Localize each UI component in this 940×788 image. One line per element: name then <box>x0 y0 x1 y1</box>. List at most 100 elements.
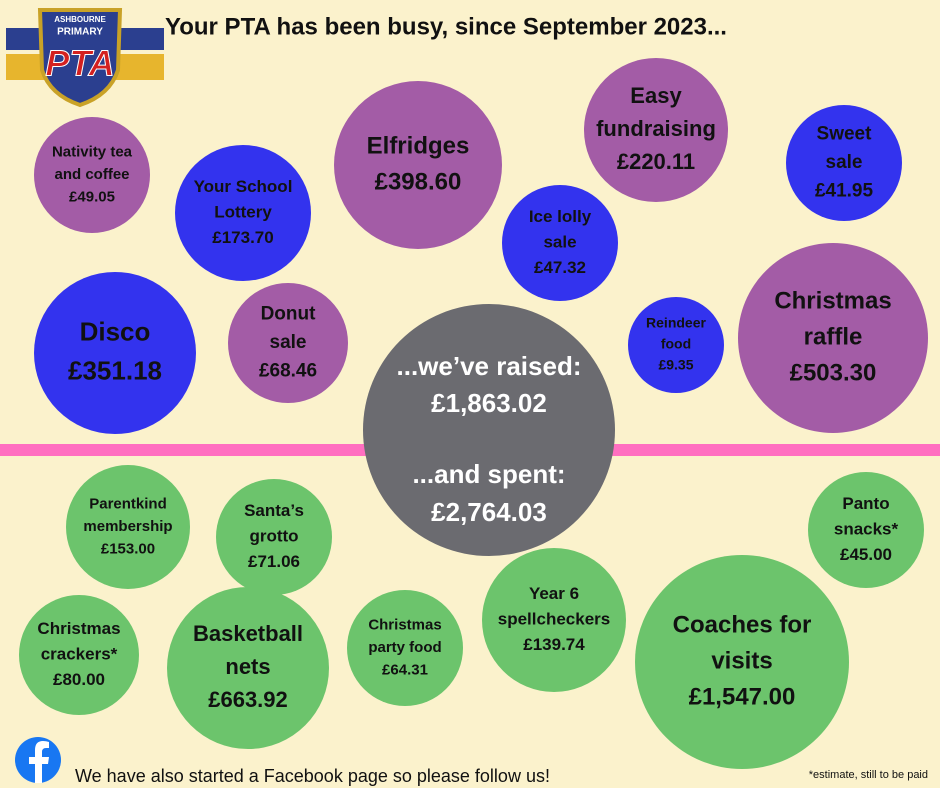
bubble-label: food <box>661 336 691 352</box>
bubble: Coaches for visits £1,547.00 <box>635 555 849 769</box>
footer: We have also started a Facebook page so … <box>75 766 550 786</box>
logo-name: PTA <box>45 43 114 84</box>
bubble: Christmas raffle £503.30 <box>738 243 928 433</box>
bubble: Ice lolly sale £47.32 <box>502 185 618 301</box>
bubble-label: Disco <box>80 316 151 346</box>
totals-circle <box>363 304 615 556</box>
logo: ASHBOURNE PRIMARY PTA <box>6 8 164 108</box>
bubble-label: Nativity tea <box>52 143 133 160</box>
bubble: Christmas party food £64.31 <box>347 590 463 706</box>
bubble: Nativity tea and coffee £49.05 <box>34 117 150 233</box>
bubble-amount: £41.95 <box>815 181 874 202</box>
bubble: Santa’s grotto £71.06 <box>216 479 332 595</box>
bubble-label: membership <box>83 518 172 535</box>
totals-text: ...we’ve raised: <box>397 351 582 381</box>
bubble-label: crackers* <box>41 644 118 663</box>
bubble: Parentkind membership £153.00 <box>66 465 190 589</box>
bubble-circle <box>628 297 724 393</box>
bubble: Elfridges £398.60 <box>334 81 502 249</box>
bubble-label: Sweet <box>817 124 873 145</box>
bubble-label: Easy <box>630 83 682 108</box>
bubble-label: Parentkind <box>89 495 167 512</box>
bubble-amount: £139.74 <box>523 635 585 654</box>
bubble-label: Donut <box>261 304 317 325</box>
bubble-label: Elfridges <box>367 132 470 159</box>
bubble-circle <box>482 548 626 692</box>
bubble-circle <box>635 555 849 769</box>
bubble-circle <box>167 587 329 749</box>
bubble-amount: £49.05 <box>69 188 115 205</box>
bubble-label: Santa’s <box>244 501 304 520</box>
bubble-label: Basketball <box>193 621 303 646</box>
bubble: Christmas crackers* £80.00 <box>19 595 139 715</box>
bubble: Sweet sale £41.95 <box>786 105 902 221</box>
bubble-label: sale <box>826 152 863 173</box>
bubble-label: grotto <box>249 526 298 545</box>
bubble: Your School Lottery £173.70 <box>175 145 311 281</box>
bubble-circle <box>502 185 618 301</box>
bubble-amount: £173.70 <box>212 228 273 247</box>
totals-text: ...and spent: <box>412 459 565 489</box>
bubble-circle <box>347 590 463 706</box>
bubble-label: Coaches for <box>673 611 812 638</box>
bubble-label: raffle <box>804 323 863 350</box>
bubble-label: Reindeer <box>646 315 706 331</box>
bubble-amount: £47.32 <box>534 258 586 277</box>
bubble-label: Panto <box>842 494 889 513</box>
totals-text: £2,764.03 <box>431 497 547 527</box>
bubble: Panto snacks* £45.00 <box>808 472 924 588</box>
facebook-icon <box>15 737 61 783</box>
bubble-label: nets <box>225 654 270 679</box>
bubble: Donut sale £68.46 <box>228 283 348 403</box>
bubble-circle <box>66 465 190 589</box>
bubble-amount: £1,547.00 <box>689 683 796 710</box>
bubble-label: Lottery <box>214 202 272 221</box>
bubble-label: Christmas <box>37 619 120 638</box>
title: Your PTA has been busy, since September … <box>165 13 727 40</box>
bubble-label: and coffee <box>54 166 129 183</box>
bubble-label: sale <box>543 232 576 251</box>
bubble-label: Year 6 <box>529 584 579 603</box>
bubble: Year 6 spellcheckers £139.74 <box>482 548 626 692</box>
bubble-amount: £64.31 <box>382 661 428 678</box>
bubble-circle <box>808 472 924 588</box>
bubble-amount: £68.46 <box>259 361 317 382</box>
logo-school: ASHBOURNE <box>54 15 106 24</box>
bubble-amount: £71.06 <box>248 552 300 571</box>
bubble-label: fundraising <box>596 116 716 141</box>
bubble-circle <box>216 479 332 595</box>
bubble: Basketball nets £663.92 <box>167 587 329 749</box>
bubble-circle <box>786 105 902 221</box>
bubble-label: sale <box>270 332 307 353</box>
bubble-amount: £398.60 <box>375 168 462 195</box>
bubble-label: spellcheckers <box>498 609 610 628</box>
bubble-circle <box>738 243 928 433</box>
totals-text: £1,863.02 <box>431 388 547 418</box>
bubble-amount: £9.35 <box>658 357 693 373</box>
logo-shield <box>37 8 123 108</box>
bubble-label: party food <box>368 639 441 656</box>
bubble-circle <box>34 117 150 233</box>
facebook-f <box>29 741 49 783</box>
bubble-circle <box>34 272 196 434</box>
bubble-label: Your School <box>194 177 293 196</box>
bubble-label: Ice lolly <box>529 207 592 226</box>
bubble-circle <box>584 58 728 202</box>
bubble-label: Christmas <box>368 616 441 633</box>
bubble-label: Christmas <box>774 287 891 314</box>
bubble-circle <box>334 81 502 249</box>
bubble: Reindeer food £9.35 <box>628 297 724 393</box>
logo-level: PRIMARY <box>57 27 103 38</box>
bubble-label: snacks* <box>834 519 899 538</box>
bubble-circle <box>19 595 139 715</box>
bubble: Disco £351.18 <box>34 272 196 434</box>
note: *estimate, still to be paid <box>809 769 928 781</box>
bubble-amount: £220.11 <box>617 149 695 174</box>
bubble-amount: £503.30 <box>790 359 877 386</box>
bubble-amount: £663.92 <box>208 687 288 712</box>
bubble-amount: £45.00 <box>840 545 892 564</box>
bubble-circle <box>228 283 348 403</box>
bubble-circle <box>175 145 311 281</box>
